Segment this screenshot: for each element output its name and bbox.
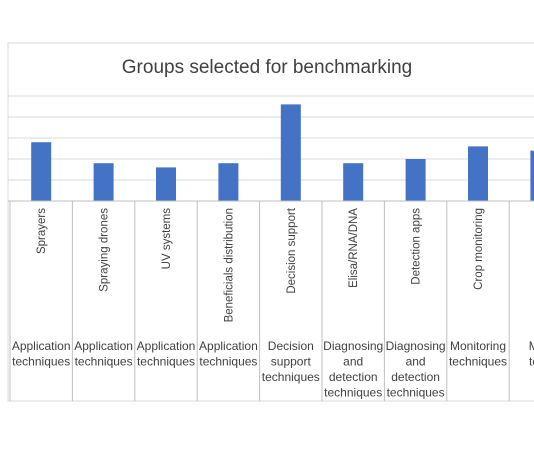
group-label-line: techniques <box>387 386 445 400</box>
category-label: Detection apps <box>411 208 423 285</box>
category-label: Elisa/RNA/DNA <box>348 208 360 288</box>
bar <box>468 146 488 201</box>
category-labels: Sprayers Spraying drones UV systems Benefic… <box>36 207 485 322</box>
group-label: Diagnosing and detection techniques <box>323 339 383 400</box>
bar <box>343 163 364 201</box>
group-label-line: Application <box>137 339 196 353</box>
group-label: Application techniques <box>12 339 71 369</box>
group-label-line: Application <box>74 339 133 353</box>
group-label: Application techniques <box>74 339 133 369</box>
group-label-line: Monitoring <box>450 339 506 353</box>
group-label: Diagnosing and detection techniques <box>386 339 446 400</box>
group-label-line: techniques <box>449 355 507 369</box>
category-label: Decision support <box>286 207 298 293</box>
group-label-line: Application <box>12 339 71 353</box>
bar <box>156 167 176 201</box>
group-label-line: techniques <box>75 355 133 369</box>
category-label: Spraying drones <box>99 208 111 292</box>
group-label-line: detection <box>391 370 440 384</box>
x-axis <box>8 200 534 401</box>
group-label-line: techniques <box>137 355 195 369</box>
bar <box>93 163 114 201</box>
category-label: Crop monitoring <box>473 208 485 290</box>
category-label: Sprayers <box>36 208 48 254</box>
bar <box>280 104 301 201</box>
group-label-line: and <box>343 355 363 369</box>
chart-title: Groups selected for benchmarking <box>122 57 412 78</box>
category-label: Beneficials distribution <box>223 208 235 322</box>
group-label-line: Application <box>199 339 258 353</box>
group-label-line: Diagnosing <box>323 339 383 353</box>
group-label-line: and <box>406 355 426 369</box>
group-label: Monitoring techniques <box>449 339 507 369</box>
group-label-line: Decision <box>268 339 314 353</box>
group-label: Mon tech <box>529 339 534 369</box>
bar <box>31 142 52 201</box>
group-label: Application techniques <box>199 339 258 369</box>
group-label-line: tech <box>529 355 534 369</box>
group-label-line: techniques <box>262 370 320 384</box>
group-label-line: techniques <box>199 355 257 369</box>
group-label-line: techniques <box>12 355 70 369</box>
group-label-line: techniques <box>324 386 382 400</box>
bars <box>31 104 534 201</box>
bar <box>530 150 534 201</box>
group-label: Decision support techniques <box>262 339 320 384</box>
group-label-line: detection <box>329 370 378 384</box>
bar <box>405 159 426 201</box>
group-label-line: support <box>271 355 312 369</box>
group-label: Application techniques <box>137 339 196 369</box>
category-label: UV systems <box>161 208 173 270</box>
bar <box>218 163 239 201</box>
group-label-line: Diagnosing <box>386 339 446 353</box>
group-label-line: Mon <box>529 339 534 353</box>
